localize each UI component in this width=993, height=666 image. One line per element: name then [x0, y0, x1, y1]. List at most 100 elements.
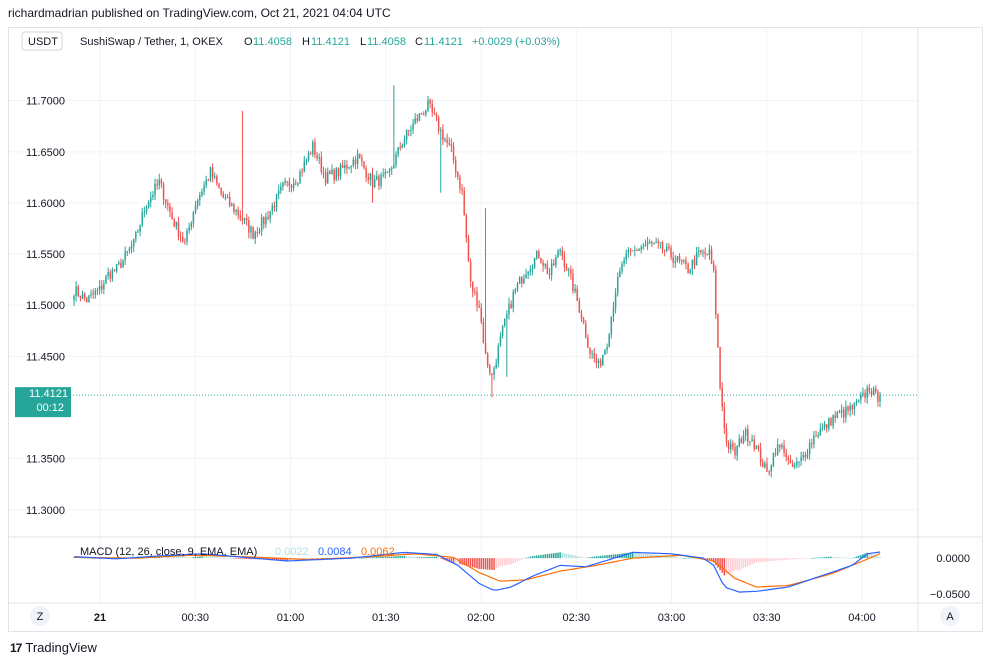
candle-body: [250, 226, 252, 233]
candle-body: [755, 446, 758, 450]
candle-body: [729, 443, 732, 450]
candle-body: [194, 205, 197, 213]
candle-body: [753, 439, 755, 450]
candle-body: [107, 272, 109, 276]
candle-body: [86, 298, 88, 303]
candle-body: [525, 274, 527, 279]
tradingview-logo[interactable]: 17 TradingView: [10, 640, 97, 655]
macd-hist-bar: [401, 556, 404, 559]
macd-hist-bar: [495, 558, 497, 569]
macd-hist-bar: [454, 558, 457, 564]
macd-hist-bar: [653, 554, 655, 559]
candle-body: [804, 454, 807, 458]
macd-hist-bar: [269, 558, 271, 560]
candle-body: [813, 435, 815, 445]
time-tick-label: 01:30: [372, 612, 400, 624]
candle-body: [115, 264, 118, 272]
macd-hist-bar: [744, 558, 747, 568]
macd-hist-bar: [461, 558, 463, 565]
candle-body: [791, 463, 794, 467]
last-price-value: 11.4121: [29, 388, 68, 400]
candle-body: [670, 248, 672, 258]
candle-body: [331, 169, 333, 175]
macd-hist-bar: [239, 558, 242, 559]
macd-hist-bar: [493, 558, 495, 571]
macd-hist-bar: [501, 558, 504, 566]
macd-hist-bar: [158, 557, 161, 559]
macd-hist-bar: [94, 558, 97, 559]
candle-body: [527, 271, 529, 275]
candle-body: [491, 373, 493, 375]
macd-hist-bar: [804, 558, 807, 559]
macd-hist-bar: [440, 558, 442, 559]
candle-body: [448, 142, 451, 145]
macd-hist-bar: [597, 556, 600, 559]
macd-hist-bar: [307, 558, 310, 559]
candle-body: [668, 246, 670, 249]
candle-body: [207, 179, 210, 181]
candle-body: [152, 195, 154, 198]
low-value: 11.4058: [367, 36, 406, 48]
time-tick-label: 00:30: [181, 612, 209, 624]
zoom-reset-button[interactable]: [30, 606, 50, 626]
macd-hist-bar: [523, 558, 525, 559]
macd-hist-bar: [685, 557, 687, 559]
candle-body: [798, 461, 800, 463]
candle-body: [169, 205, 171, 213]
macd-hist-bar: [405, 556, 408, 559]
macd-hist-bar: [503, 558, 506, 566]
candle-body: [414, 118, 416, 124]
candle-body: [322, 171, 325, 173]
candle-body: [433, 112, 436, 115]
candle-body: [843, 409, 845, 418]
candle-body: [819, 429, 822, 436]
macd-hist-bar: [546, 554, 549, 559]
macd-hist-bar: [363, 557, 365, 559]
candle-body: [604, 349, 606, 355]
macd-tick-label: −0.0500: [930, 589, 970, 601]
candle-body: [608, 334, 610, 348]
candle-body: [796, 461, 798, 466]
candle-body: [422, 114, 425, 116]
macd-line-value: 0.0084: [318, 546, 352, 558]
high-value: 11.4121: [311, 36, 350, 48]
candle-body: [105, 275, 107, 284]
macd-hist-bar: [616, 553, 619, 559]
candle-body: [111, 269, 114, 279]
chart-frame[interactable]: [8, 27, 983, 632]
candle-body: [680, 260, 683, 262]
candle-body: [120, 262, 122, 268]
candle-body: [712, 263, 715, 270]
candle-body: [640, 247, 642, 250]
macd-hist-bar: [416, 557, 419, 559]
candle-body: [538, 251, 540, 258]
macd-hist-bar: [811, 557, 813, 559]
macd-hist-bar: [384, 556, 387, 559]
candle-body: [162, 183, 165, 200]
auto-scale-label: A: [946, 611, 954, 623]
candle-body: [529, 269, 532, 272]
currency-badge[interactable]: [21, 31, 63, 51]
candle-body: [612, 307, 615, 317]
macd-hist-bar: [435, 556, 438, 559]
macd-hist-bar: [194, 556, 197, 559]
macd-hist-bar: [373, 557, 376, 559]
macd-hist-bar: [612, 554, 615, 559]
candle-body: [738, 438, 741, 447]
candle-body: [793, 465, 796, 467]
candle-body: [224, 197, 227, 199]
macd-hist-bar: [719, 558, 721, 571]
macd-hist-bar: [425, 557, 427, 559]
macd-hist-bar: [791, 558, 794, 560]
macd-hist-bar: [358, 558, 361, 559]
auto-scale-button[interactable]: [940, 606, 960, 626]
candle-body: [636, 249, 638, 251]
candle-body: [299, 171, 301, 184]
candle-body: [779, 444, 781, 448]
macd-hist-bar: [779, 558, 781, 561]
macd-signal-value: 0.0062: [361, 546, 395, 558]
macd-hist-bar: [710, 558, 713, 562]
candle-body: [90, 293, 92, 296]
candle-body: [518, 277, 521, 284]
